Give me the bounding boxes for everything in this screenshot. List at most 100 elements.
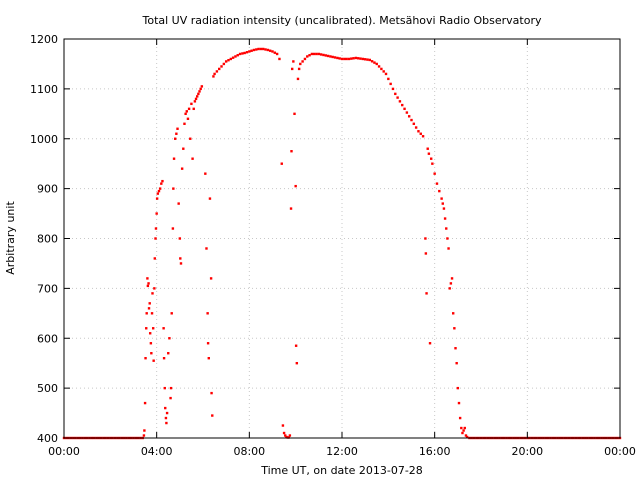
x-tick-label: 00:00 (604, 445, 636, 458)
data-point (145, 312, 148, 315)
data-point (192, 107, 195, 111)
data-point (333, 56, 337, 59)
data-point (152, 359, 155, 362)
data-point (211, 414, 214, 417)
data-point (361, 57, 365, 61)
data-point (343, 57, 346, 61)
data-point (460, 426, 463, 430)
data-point (363, 58, 367, 61)
data-point (199, 87, 202, 91)
data-point (290, 67, 294, 71)
data-point (329, 55, 332, 58)
chart-title: Total UV radiation intensity (uncalibrat… (142, 14, 542, 27)
x-axis-label: Time UT, on date 2013-07-28 (260, 464, 423, 477)
data-point (143, 401, 147, 405)
data-point (162, 327, 165, 330)
data-point (435, 182, 439, 185)
data-point (149, 342, 153, 345)
data-point (268, 49, 272, 52)
data-point (405, 111, 409, 114)
data-point (421, 135, 425, 138)
data-point (142, 434, 146, 437)
axis-ticks: 400 500 600 700 800 900 1000 1100 1200 00:00 04:00… (30, 33, 636, 458)
data-point (177, 202, 180, 205)
data-point (264, 48, 267, 51)
data-point (296, 77, 300, 81)
data-point (281, 424, 285, 427)
data-point (184, 112, 187, 116)
x-tick-label: 04:00 (141, 445, 173, 458)
data-point (224, 60, 228, 63)
data-point (153, 287, 156, 290)
data-point (292, 60, 295, 63)
data-point (368, 58, 371, 62)
data-point (179, 262, 183, 265)
data-point (154, 227, 158, 230)
data-point (157, 189, 161, 193)
data-point (194, 97, 198, 101)
data-point (445, 227, 448, 230)
data-point (347, 57, 351, 61)
data-point (178, 237, 182, 240)
data-point (447, 247, 450, 250)
data-point (299, 62, 302, 66)
y-tick-label: 900 (37, 183, 58, 196)
data-point (377, 65, 381, 68)
data-point (401, 103, 404, 107)
data-point (252, 48, 256, 52)
data-point (164, 406, 167, 410)
data-point (463, 426, 466, 430)
data-point (373, 61, 376, 64)
data-point (319, 53, 323, 56)
data-point (146, 284, 150, 288)
data-point (255, 48, 258, 51)
data-point (428, 342, 432, 345)
data-point (150, 312, 154, 315)
data-point (150, 352, 153, 355)
data-point (163, 386, 166, 390)
data-point (155, 212, 158, 215)
data-point (198, 90, 201, 93)
data-point (151, 292, 154, 295)
data-point (431, 162, 434, 165)
data-point (215, 70, 219, 73)
data-point (210, 391, 213, 395)
data-point (167, 352, 170, 355)
data-point (248, 50, 251, 53)
data-point (294, 344, 298, 347)
data-point (448, 287, 451, 290)
data-point (454, 347, 457, 350)
data-point (290, 150, 293, 153)
data-point (326, 54, 330, 58)
data-point (382, 70, 385, 73)
data-point (306, 55, 309, 58)
data-point (151, 327, 155, 330)
data-point (359, 57, 362, 60)
y-tick-label: 1200 (30, 33, 58, 46)
data-point (229, 57, 232, 61)
data-point (294, 184, 297, 188)
data-point (171, 227, 175, 230)
data-point (301, 60, 304, 63)
data-point (417, 130, 420, 133)
data-point (464, 434, 468, 437)
x-tick-label: 20:00 (511, 445, 543, 458)
data-point (231, 56, 235, 59)
data-point (156, 192, 160, 195)
data-point (245, 51, 249, 54)
data-point (313, 52, 316, 56)
data-point (179, 257, 182, 260)
data-point (148, 332, 152, 335)
data-point (308, 54, 311, 57)
data-point (153, 257, 157, 260)
data-point (158, 187, 162, 190)
data-point (193, 100, 197, 103)
grid-lines (64, 39, 620, 438)
y-tick-label: 700 (37, 282, 58, 295)
data-point (168, 337, 171, 340)
data-point (241, 52, 244, 55)
data-point (303, 57, 307, 61)
data-point (357, 57, 360, 60)
data-point (273, 51, 277, 54)
